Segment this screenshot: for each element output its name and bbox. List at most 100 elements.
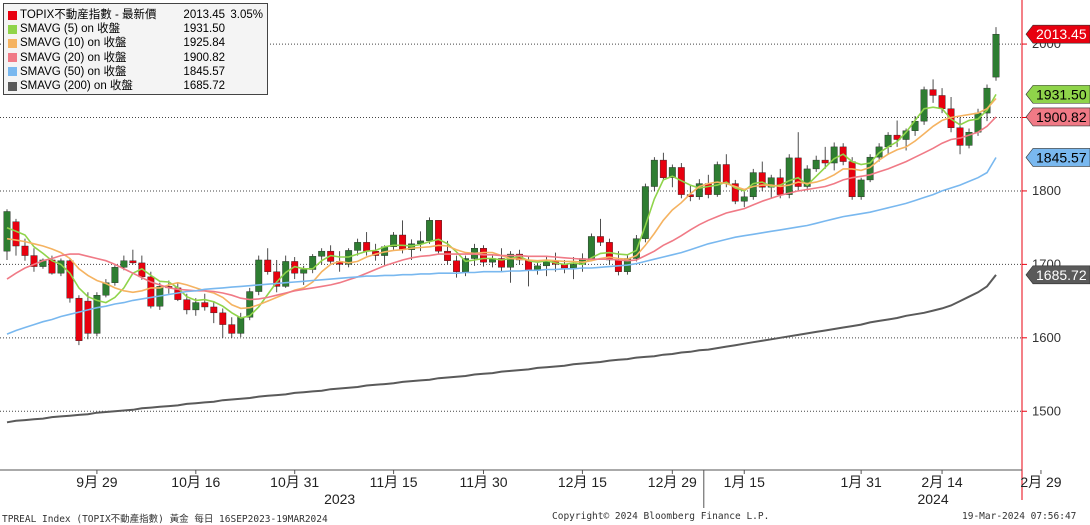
- candle-body: [596, 236, 604, 243]
- candle-body: [75, 297, 83, 341]
- price-tag: [1025, 265, 1090, 285]
- candle-body: [794, 157, 802, 187]
- footer-copyright: Copyright© 2024 Bloomberg Finance L.P.: [552, 511, 770, 522]
- legend-label: SMAVG (200) on 收盤: [20, 79, 133, 92]
- legend-entry-sma50: SMAVG (50) on 收盤 1845.57: [8, 65, 263, 79]
- legend-label: SMAVG (50) on 收盤: [20, 65, 127, 78]
- candle-body: [740, 196, 748, 202]
- y-tick-label: 1500: [1032, 403, 1061, 418]
- sma-line: [6, 97, 997, 310]
- candle-body: [453, 260, 460, 272]
- candle-body: [695, 183, 703, 198]
- x-tick-label: 2月 29: [1020, 474, 1061, 490]
- price-tag: [1025, 24, 1090, 44]
- legend-swatch: [8, 53, 17, 63]
- candle-body: [255, 259, 263, 292]
- x-tick-label: 1月 31: [841, 474, 882, 490]
- candle-body: [713, 164, 721, 195]
- price-tag: [1025, 107, 1090, 127]
- legend-value: 1845.57: [183, 65, 225, 78]
- candle-body: [507, 253, 514, 268]
- price-tag: [1025, 85, 1090, 104]
- candle-body: [84, 300, 92, 334]
- candle-body: [210, 306, 218, 314]
- candle-body: [237, 317, 245, 334]
- candle-body: [848, 161, 856, 198]
- candle-body: [587, 236, 595, 259]
- x-tick-label: 10月 31: [270, 474, 319, 490]
- price-tag-label: 1685.72: [1036, 267, 1087, 283]
- candle-body: [758, 172, 766, 188]
- x-tick-label: 11月 15: [370, 474, 418, 490]
- candle-body: [569, 264, 577, 269]
- candle-body: [264, 259, 272, 272]
- candle-body: [354, 242, 362, 251]
- candle-body: [704, 183, 712, 195]
- legend-value: 1900.82: [183, 51, 225, 64]
- candle-body: [857, 179, 865, 198]
- legend-label: SMAVG (20) on 收盤: [20, 51, 127, 64]
- candle-body: [219, 312, 227, 325]
- candle-body: [650, 159, 658, 187]
- legend-swatch: [8, 67, 17, 77]
- x-tick-label: 12月 15: [558, 474, 607, 490]
- legend-swatch: [8, 38, 17, 48]
- candle-body: [30, 255, 38, 267]
- candle-body: [147, 276, 155, 307]
- candle-body: [830, 146, 838, 164]
- candle-body: [983, 87, 991, 114]
- candle-body: [183, 299, 191, 311]
- candle-body: [111, 267, 119, 283]
- candle-body: [300, 269, 308, 274]
- y-tick-label: 1600: [1032, 330, 1061, 345]
- candle-body: [363, 242, 371, 252]
- legend-change: 3.05%: [230, 9, 263, 21]
- sma-line: [6, 157, 997, 335]
- candle-body: [731, 183, 739, 202]
- candle-body: [246, 291, 254, 318]
- price-tag-label: 2013.45: [1036, 26, 1087, 42]
- candle-body: [399, 234, 407, 250]
- year-label: 2023: [324, 491, 355, 507]
- candle-body: [282, 261, 290, 287]
- candle-body: [93, 295, 101, 334]
- footer-timestamp: 19-Mar-2024 07:56:47: [962, 511, 1077, 522]
- candle-body: [929, 89, 937, 96]
- x-tick-label: 11月 30: [460, 474, 508, 490]
- year-label: 2024: [917, 491, 948, 507]
- candle-body: [12, 221, 20, 247]
- candle-body: [201, 302, 209, 308]
- legend-swatch: [8, 24, 17, 34]
- candle-body: [444, 250, 451, 261]
- legend-value: 1685.72: [183, 79, 225, 92]
- x-tick-label: 10月 16: [171, 474, 220, 490]
- candle-body: [821, 159, 829, 164]
- candle-body: [938, 95, 946, 109]
- candle-body: [318, 250, 326, 257]
- candle-body: [435, 220, 443, 252]
- price-tag-label: 1931.50: [1036, 86, 1087, 102]
- legend-value: 2013.45: [183, 9, 225, 21]
- x-tick-label: 2月 14: [921, 474, 962, 490]
- legend-entry-sma5: SMAVG (5) on 收盤 1931.50: [8, 22, 263, 36]
- legend-value: 1925.84: [183, 37, 225, 50]
- candle-body: [498, 258, 505, 268]
- x-tick-label: 1月 15: [724, 474, 765, 490]
- candle-body: [785, 157, 793, 195]
- legend-entry-sma20: SMAVG (20) on 收盤 1900.82: [8, 51, 263, 65]
- legend-value: 1931.50: [183, 23, 225, 36]
- sma-line: [6, 116, 997, 301]
- candle-body: [641, 186, 649, 239]
- candle-body: [803, 168, 811, 187]
- candle-body: [21, 245, 29, 256]
- y-tick-label: 1800: [1032, 183, 1061, 198]
- candle-body: [965, 131, 973, 146]
- x-tick-label: 9月 29: [76, 474, 117, 490]
- x-tick-label: 12月 29: [648, 474, 697, 490]
- legend-label: SMAVG (10) on 收盤: [20, 37, 127, 50]
- candle-body: [749, 172, 757, 198]
- sma-line: [6, 274, 997, 424]
- candle-body: [3, 211, 11, 252]
- candle-body: [812, 159, 820, 170]
- candle-body: [992, 33, 1000, 78]
